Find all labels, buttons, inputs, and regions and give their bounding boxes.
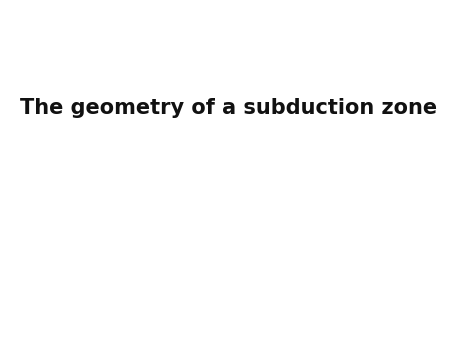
Text: The geometry of a subduction zone: The geometry of a subduction zone — [20, 98, 437, 118]
